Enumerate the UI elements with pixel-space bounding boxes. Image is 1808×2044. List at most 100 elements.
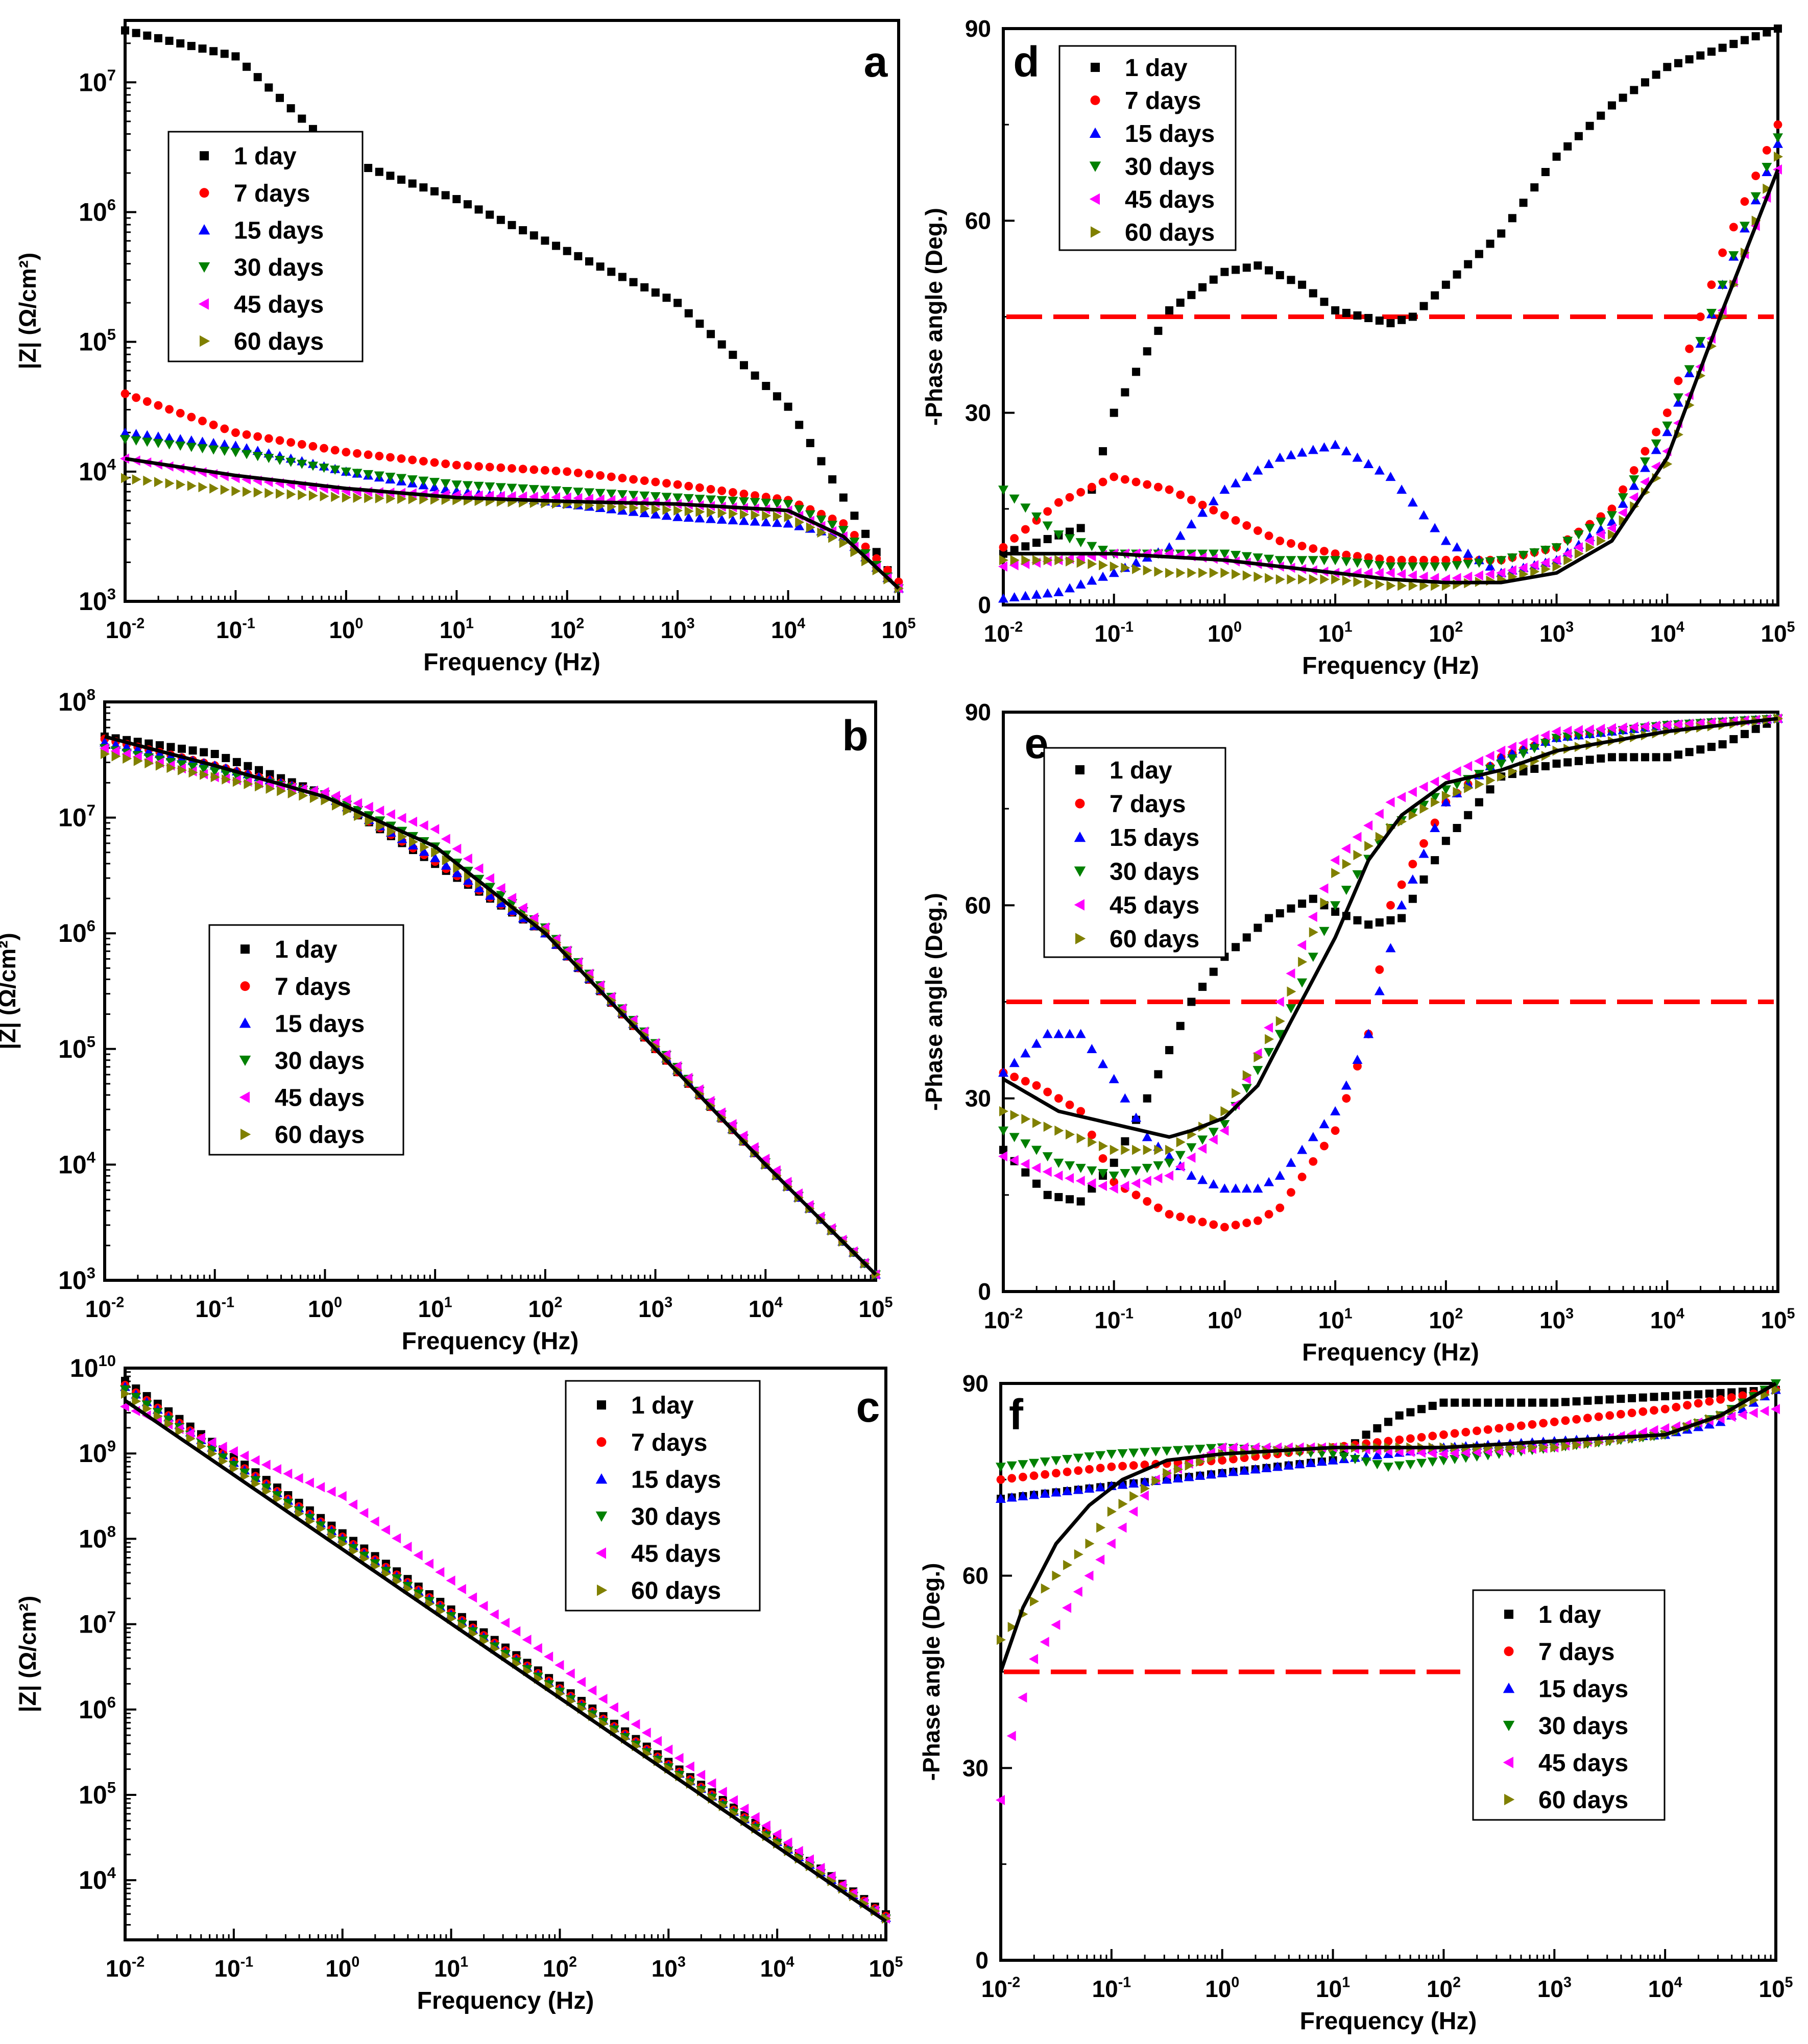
data-point [1065,1029,1075,1038]
data-point [1196,1456,1206,1467]
data-point [1051,1619,1060,1630]
data-point [1419,839,1428,848]
y-tick-label: 60 [965,207,991,234]
data-point [1740,197,1749,206]
legend-box [1472,1589,1666,1821]
data-point [1540,730,1550,741]
data-point [684,506,694,517]
data-point [705,1096,715,1106]
data-point [1043,555,1053,566]
data-point [1759,1405,1769,1416]
data-point [1583,1396,1592,1405]
data-point [1662,421,1673,431]
data-point [363,470,374,479]
data-point [1519,569,1529,579]
data-point [1407,787,1417,797]
data-point [419,494,429,505]
data-point [1406,1434,1415,1443]
data-point [1164,1151,1175,1161]
legend-marker [240,981,250,991]
data-point [794,521,805,530]
data-point [1006,1731,1016,1741]
data-point [1518,563,1528,573]
data-point [370,1516,379,1527]
data-point [716,496,727,505]
data-point [397,454,406,463]
fit-curve [124,1399,887,1923]
data-point [1640,721,1649,732]
data-point [1529,548,1540,558]
legend-label: 45 days [631,1541,721,1568]
series-60-days [121,1389,891,1924]
data-point [1021,1114,1031,1125]
data-point [1298,280,1307,289]
data-point [1176,298,1185,307]
data-point [1253,1052,1263,1062]
legend-marker [198,262,210,273]
data-point [1219,1183,1230,1193]
data-point [1583,1414,1592,1423]
data-point [1172,1473,1183,1482]
data-point [229,1464,239,1474]
data-point [839,538,849,548]
data-point [255,781,264,792]
data-point [420,842,429,853]
data-point [263,454,274,464]
data-point [196,1432,205,1443]
data-point [198,417,207,426]
data-point [1374,561,1385,571]
data-point [1607,504,1617,514]
legend-marker [1075,765,1084,774]
x-tick-label: 105 [881,616,915,643]
data-point [1084,1570,1094,1581]
data-point [795,421,804,429]
data-point [639,491,650,501]
data-point [717,1787,727,1797]
data-point [1042,1166,1052,1177]
data-point [1450,1448,1459,1458]
data-point [1176,568,1186,578]
panel-label: a [864,38,888,86]
data-point [166,763,176,773]
data-point [1264,459,1274,469]
data-point [320,787,329,797]
data-point [683,513,694,522]
data-point [1594,1412,1603,1421]
data-point [1440,785,1451,795]
data-point [728,515,738,525]
data-point [1352,832,1362,842]
data-point [319,464,329,473]
data-point [1618,498,1628,508]
data-point [1265,573,1274,583]
data-point [1043,534,1052,543]
data-point [552,241,561,250]
data-point [266,783,275,794]
data-point [1685,55,1694,64]
legend-marker [1504,1646,1514,1657]
data-point [522,1635,532,1645]
data-point [1018,1692,1027,1703]
data-point [1320,897,1330,908]
data-point [1020,591,1031,600]
data-point [1331,907,1340,916]
legend-label: 30 days [234,254,324,281]
legend-marker [1504,1793,1515,1806]
data-point [1472,1447,1481,1457]
legend-label: 60 days [234,328,324,355]
data-point [1331,868,1341,879]
data-point [533,1643,542,1653]
data-point [773,392,781,401]
data-point [1065,583,1075,593]
data-point [1705,1397,1714,1406]
data-point [1274,1030,1285,1039]
data-point [250,1476,261,1486]
data-point [1297,940,1307,951]
data-point [1363,459,1374,469]
data-point [1241,552,1252,562]
data-point [1364,553,1373,562]
data-point [739,490,749,498]
data-point [1638,1407,1648,1416]
data-point [694,513,705,523]
data-point [1043,1087,1052,1097]
data-point [651,504,661,515]
